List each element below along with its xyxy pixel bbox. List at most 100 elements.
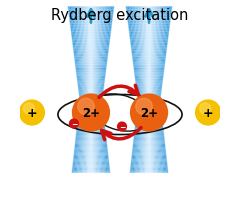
Polygon shape [76, 17, 78, 18]
Polygon shape [84, 119, 85, 120]
Polygon shape [162, 79, 163, 81]
Polygon shape [150, 56, 151, 57]
Polygon shape [142, 160, 143, 161]
Polygon shape [79, 149, 80, 150]
Polygon shape [158, 110, 159, 112]
Polygon shape [142, 133, 143, 135]
Polygon shape [162, 140, 163, 142]
Polygon shape [93, 75, 94, 76]
Polygon shape [75, 162, 77, 163]
Polygon shape [80, 87, 81, 88]
Polygon shape [101, 79, 102, 81]
Polygon shape [151, 167, 153, 168]
Polygon shape [85, 26, 87, 28]
Polygon shape [159, 119, 160, 120]
Polygon shape [159, 150, 160, 151]
Polygon shape [142, 120, 143, 121]
Polygon shape [94, 109, 95, 110]
Polygon shape [100, 65, 101, 67]
Polygon shape [87, 99, 88, 101]
Polygon shape [152, 14, 153, 15]
Polygon shape [83, 119, 84, 120]
Polygon shape [98, 167, 100, 168]
Polygon shape [87, 135, 88, 136]
Polygon shape [168, 12, 170, 14]
Polygon shape [88, 114, 89, 115]
Polygon shape [166, 17, 168, 18]
Polygon shape [159, 17, 161, 18]
Polygon shape [165, 166, 166, 167]
Polygon shape [131, 24, 132, 26]
Polygon shape [99, 78, 100, 79]
Polygon shape [150, 136, 151, 137]
Polygon shape [107, 40, 108, 42]
Polygon shape [100, 87, 101, 88]
Polygon shape [138, 73, 139, 75]
Polygon shape [86, 40, 87, 42]
Polygon shape [162, 57, 163, 59]
Polygon shape [148, 81, 149, 82]
Polygon shape [142, 70, 143, 71]
Polygon shape [97, 140, 98, 142]
Polygon shape [145, 119, 146, 120]
Polygon shape [83, 59, 84, 60]
Polygon shape [148, 154, 149, 155]
Polygon shape [93, 131, 94, 132]
Polygon shape [92, 96, 93, 98]
Polygon shape [142, 87, 143, 88]
Polygon shape [94, 56, 96, 57]
Polygon shape [154, 40, 155, 42]
Polygon shape [85, 21, 87, 23]
Polygon shape [93, 151, 94, 152]
Polygon shape [84, 78, 85, 79]
Polygon shape [142, 21, 144, 23]
Polygon shape [92, 135, 93, 136]
Polygon shape [132, 157, 133, 158]
Polygon shape [73, 170, 75, 171]
Polygon shape [146, 67, 147, 68]
Polygon shape [133, 150, 135, 151]
Polygon shape [99, 7, 100, 9]
Polygon shape [161, 113, 162, 114]
Polygon shape [90, 73, 91, 75]
Polygon shape [100, 157, 102, 158]
Polygon shape [141, 170, 143, 171]
Polygon shape [144, 67, 145, 68]
Polygon shape [138, 133, 139, 135]
Polygon shape [89, 56, 90, 57]
Polygon shape [84, 158, 85, 160]
Polygon shape [143, 76, 144, 78]
Polygon shape [152, 139, 153, 140]
Polygon shape [92, 157, 93, 158]
Polygon shape [140, 119, 141, 120]
Polygon shape [84, 145, 86, 146]
Polygon shape [89, 98, 90, 99]
Polygon shape [81, 124, 82, 125]
Polygon shape [132, 9, 134, 11]
Polygon shape [76, 154, 78, 155]
Polygon shape [138, 162, 139, 163]
Polygon shape [77, 138, 78, 139]
Polygon shape [140, 42, 142, 43]
Polygon shape [156, 127, 157, 128]
Polygon shape [147, 166, 148, 167]
Polygon shape [154, 96, 155, 98]
Polygon shape [104, 78, 105, 79]
Polygon shape [164, 26, 166, 28]
Polygon shape [90, 103, 91, 105]
Polygon shape [95, 144, 96, 145]
Polygon shape [163, 136, 164, 137]
Polygon shape [148, 115, 149, 117]
Polygon shape [147, 162, 148, 163]
Polygon shape [159, 110, 160, 112]
Polygon shape [155, 171, 157, 173]
Polygon shape [150, 82, 151, 84]
Polygon shape [154, 114, 155, 115]
Polygon shape [89, 123, 90, 124]
Polygon shape [87, 68, 88, 70]
Polygon shape [104, 163, 105, 164]
Polygon shape [99, 109, 100, 110]
Polygon shape [90, 90, 91, 92]
Polygon shape [133, 143, 134, 144]
Polygon shape [140, 138, 141, 139]
